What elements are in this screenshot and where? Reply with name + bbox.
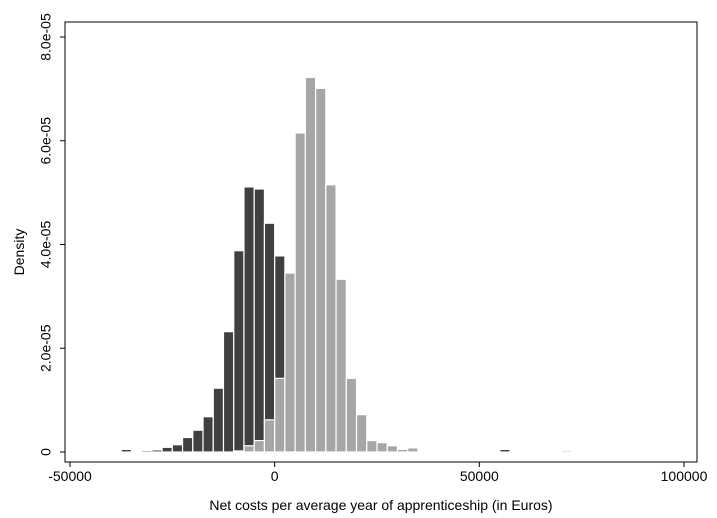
histogram-bar: [171, 444, 184, 453]
series-layer: [120, 76, 573, 453]
histogram-bar: [386, 445, 399, 453]
histogram-bar: [253, 188, 266, 453]
y-tick-label: 4.0e-05: [38, 221, 54, 269]
histogram-bar: [274, 377, 286, 453]
histogram-bar: [355, 414, 368, 453]
histogram-bar: [233, 250, 245, 453]
y-tick-label: 8.0e-05: [38, 13, 54, 61]
y-tick-label: 0: [38, 448, 54, 456]
histogram-bar: [243, 445, 255, 453]
histogram-bar: [366, 439, 378, 453]
histogram-bar: [253, 439, 266, 453]
histogram-bar: [376, 442, 388, 453]
axes-layer: -50000 0 50000 100000 0 2.0e-05 4.0e-05 6.0e-05…: [38, 13, 708, 484]
x-tick-label: 0: [271, 468, 279, 484]
x-tick-label: -50000: [48, 468, 92, 484]
histogram-bar: [304, 76, 317, 453]
histogram-bar: [181, 436, 194, 453]
histogram-bar: [222, 331, 235, 453]
histogram-bar: [499, 448, 511, 453]
x-axis-title: Net costs per average year of apprentice…: [209, 497, 552, 513]
histogram-bar: [345, 377, 358, 453]
histogram-bar: [294, 132, 306, 453]
histogram-bar: [161, 446, 173, 453]
histogram-bar: [560, 449, 573, 453]
histogram-bar: [263, 222, 276, 453]
series-1-bars: [233, 76, 573, 453]
histogram-bar: [284, 272, 296, 453]
histogram-bar: [212, 387, 225, 453]
histogram-bar: [141, 449, 153, 453]
x-tick-label: 100000: [661, 468, 708, 484]
histogram-bar: [243, 186, 255, 453]
histogram-bar: [202, 416, 214, 453]
histogram-bar: [120, 448, 132, 453]
y-axis-title: Density: [11, 229, 27, 276]
histogram-bar: [407, 447, 419, 453]
histogram-bar: [192, 429, 204, 453]
histogram-bar: [233, 450, 245, 453]
histogram-bar: [325, 184, 337, 453]
histogram-bar: [151, 449, 163, 453]
histogram-bar: [396, 448, 409, 453]
histogram-bar: [263, 419, 276, 453]
x-tick-label: 50000: [460, 468, 499, 484]
y-tick-label: 6.0e-05: [38, 117, 54, 165]
plot-frame: [64, 21, 698, 463]
y-tick-label: 2.0e-05: [38, 324, 54, 372]
histogram-bar: [335, 278, 347, 453]
histogram-bar: [315, 87, 327, 453]
